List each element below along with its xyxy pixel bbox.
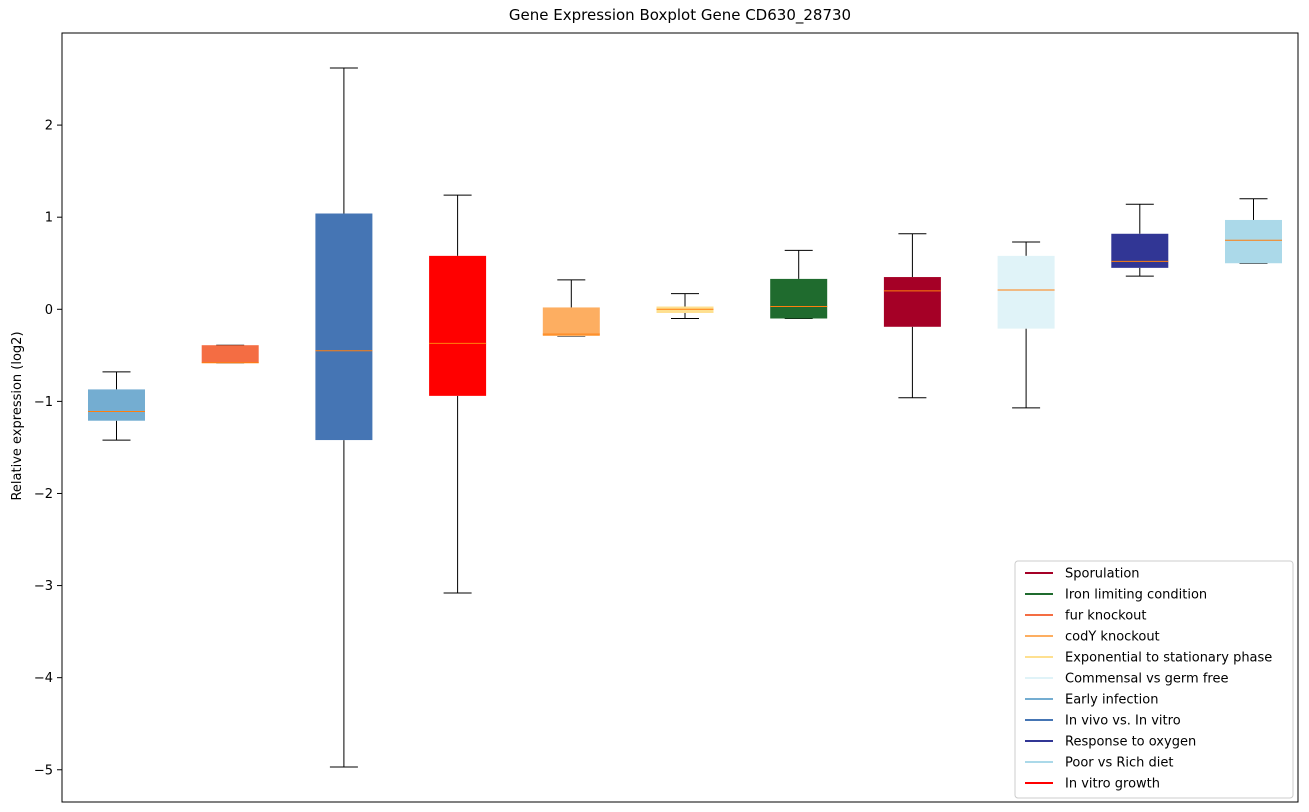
legend-label: Response to oxygen (1065, 735, 1196, 750)
legend-label: fur knockout (1065, 609, 1147, 624)
box-body (1111, 233, 1169, 268)
y-tick-label: −3 (34, 579, 53, 594)
legend-label: Sporulation (1065, 567, 1140, 582)
y-tick-label: 1 (45, 211, 53, 226)
box-body (997, 255, 1055, 329)
box-body (201, 345, 259, 363)
y-axis-label: Relative expression (log2) (10, 331, 25, 500)
boxes-group (88, 67, 1282, 768)
box-7 (770, 249, 828, 319)
box-body (429, 255, 487, 396)
y-tick-label: −1 (34, 395, 53, 410)
y-tick-label: 0 (45, 303, 53, 318)
box-8 (883, 233, 941, 399)
box-6 (656, 293, 714, 319)
box-9 (997, 241, 1055, 409)
box-1 (88, 371, 145, 441)
box-body (883, 277, 941, 327)
legend-label: Early infection (1065, 693, 1158, 708)
box-3 (315, 67, 373, 768)
legend-label: codY knockout (1065, 630, 1160, 645)
plot-area-frame (61, 32, 1299, 803)
box-2 (201, 344, 259, 364)
y-tick-label: −4 (34, 671, 53, 686)
legend-label: Commensal vs germ free (1065, 672, 1228, 687)
legend-frame (1014, 560, 1294, 799)
box-body (1225, 219, 1282, 264)
box-body (88, 389, 145, 421)
legend-label: In vivo vs. In vitro (1065, 714, 1181, 729)
legend-label: Poor vs Rich diet (1065, 756, 1173, 771)
legend-label: In vitro growth (1065, 777, 1160, 792)
box-5 (542, 279, 600, 337)
box-4 (429, 194, 487, 594)
y-tick-label: 2 (45, 119, 53, 134)
legend-label: Exponential to stationary phase (1065, 651, 1272, 666)
legend-label: Iron limiting condition (1065, 588, 1207, 603)
box-body (770, 278, 828, 319)
box-11 (1225, 198, 1282, 264)
y-axis: −5 −4 −3 −2 −1 0 1 2 (34, 119, 62, 778)
box-10 (1111, 203, 1169, 277)
box-body (542, 307, 600, 336)
chart-title: Gene Expression Boxplot Gene CD630_28730 (509, 6, 851, 25)
y-tick-label: −5 (34, 763, 53, 778)
y-tick-label: −2 (34, 487, 53, 502)
box-body (315, 213, 373, 441)
legend: Sporulation Iron limiting condition fur kn… (1014, 560, 1294, 799)
